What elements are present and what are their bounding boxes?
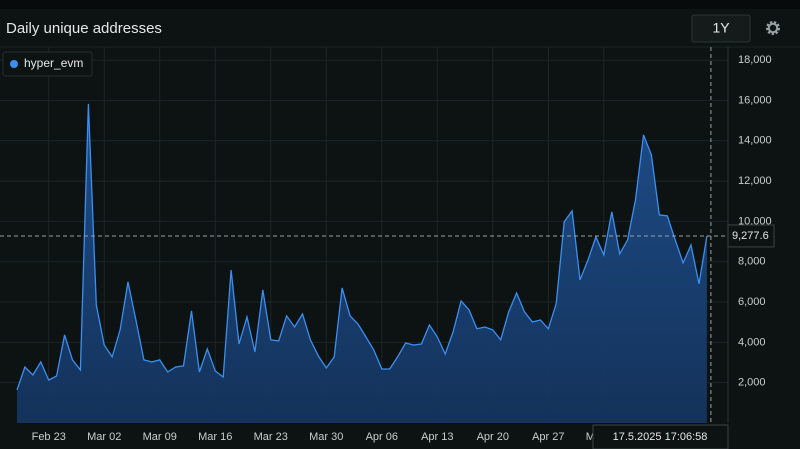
chart-title: Daily unique addresses	[6, 20, 162, 37]
y-tick-label: 2,000	[738, 377, 766, 389]
y-tick-label: 18,000	[738, 54, 772, 66]
crosshair-y-label: 9,277.6	[732, 230, 769, 242]
x-tick-label: Feb 23	[32, 431, 66, 443]
area-line	[16, 103, 708, 391]
crosshair-x-box	[592, 424, 729, 449]
crosshair-x-label: 17.5.2025 17:06:58	[613, 431, 708, 443]
legend-marker	[10, 60, 18, 68]
x-tick-label: Mar 09	[143, 431, 177, 443]
y-tick-label: 8,000	[738, 256, 766, 268]
x-tick-label: Apr 27	[532, 431, 564, 443]
x-tick-label: Apr 06	[366, 431, 398, 443]
x-tick-label: Apr 20	[477, 431, 509, 443]
crosshair-y-box	[727, 224, 775, 248]
x-tick-label: Mar 23	[254, 431, 288, 443]
legend-label: hyper_evm	[24, 56, 83, 70]
x-tick-label: Mar 30	[309, 431, 343, 443]
y-tick-label: 14,000	[738, 135, 772, 147]
area-fill	[17, 103, 707, 424]
settings-icon[interactable]	[766, 21, 780, 35]
range-button-label[interactable]: 1Y	[712, 20, 730, 36]
y-tick-label: 10,000	[738, 215, 772, 227]
x-tick-label: Mar 02	[87, 431, 121, 443]
x-tick-label: Mar 16	[198, 431, 232, 443]
x-tick-label: Apr 13	[421, 431, 453, 443]
legend-box	[2, 51, 93, 77]
range-button[interactable]	[691, 14, 751, 43]
top-strip	[0, 0, 800, 9]
y-tick-label: 6,000	[738, 296, 766, 308]
y-tick-label: 16,000	[738, 94, 772, 106]
y-tick-label: 4,000	[738, 336, 766, 348]
y-tick-label: 12,000	[738, 175, 772, 187]
